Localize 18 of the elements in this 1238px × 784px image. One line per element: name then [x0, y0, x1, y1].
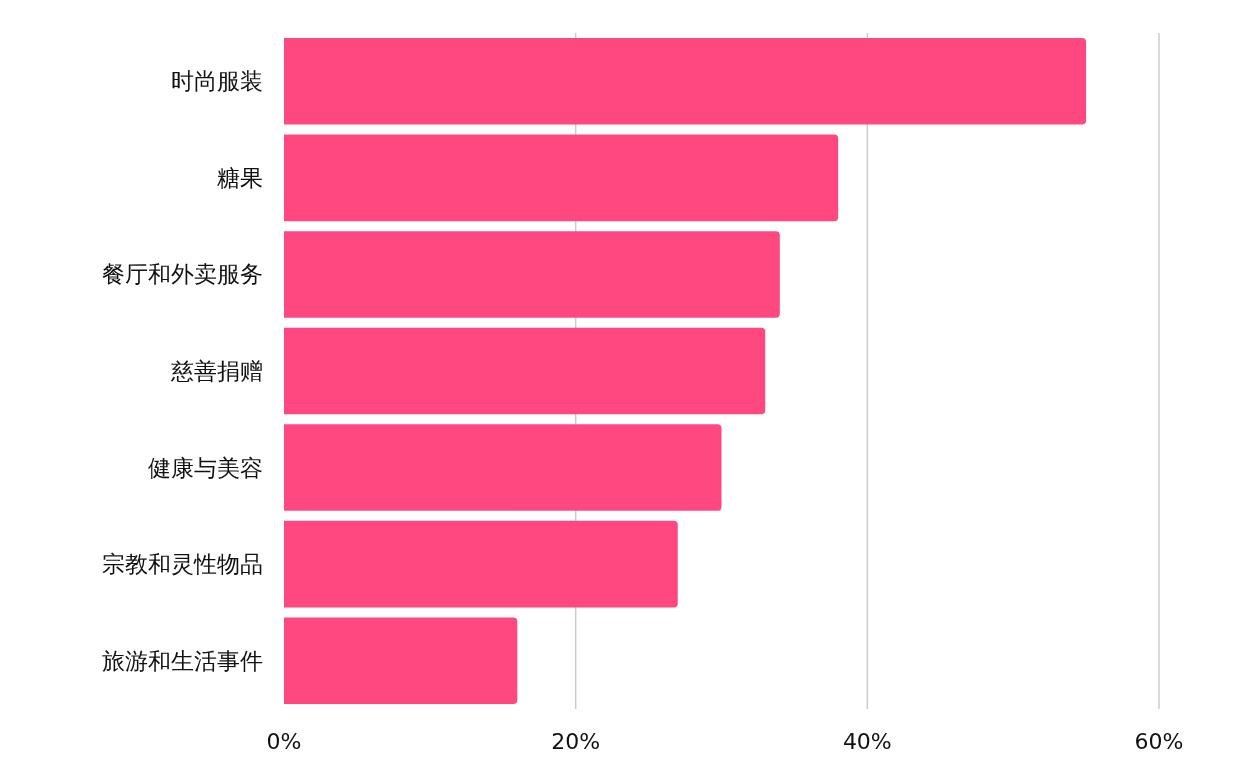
bar	[284, 327, 766, 415]
y-tick-label: 餐厅和外卖服务	[102, 261, 263, 288]
y-tick-label: 时尚服装	[171, 68, 263, 95]
y-tick-label: 糖果	[217, 164, 263, 191]
x-tick-label: 40%	[842, 729, 892, 754]
bar	[284, 134, 839, 222]
x-tick-label: 0%	[266, 729, 302, 754]
bar	[284, 520, 678, 608]
x-tick-label: 60%	[1134, 729, 1184, 754]
y-tick-label: 健康与美容	[148, 454, 263, 481]
bar	[284, 424, 722, 511]
bar	[284, 231, 780, 318]
bar	[284, 617, 518, 704]
x-tick-label: 20%	[551, 729, 601, 754]
y-tick-label: 旅游和生活事件	[102, 647, 263, 674]
y-tick-label: 宗教和灵性物品	[102, 551, 263, 578]
bar	[284, 38, 1087, 125]
y-tick-label: 慈善捐赠	[170, 358, 263, 384]
